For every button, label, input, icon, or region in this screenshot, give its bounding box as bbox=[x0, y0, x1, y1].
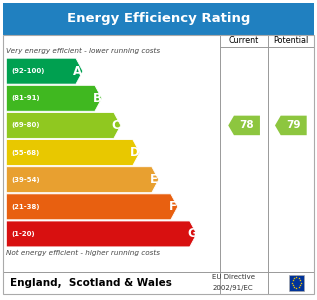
Text: Potential: Potential bbox=[273, 36, 308, 45]
Polygon shape bbox=[6, 112, 121, 138]
Polygon shape bbox=[6, 85, 102, 111]
Text: (92-100): (92-100) bbox=[11, 68, 44, 74]
Polygon shape bbox=[228, 116, 260, 135]
Polygon shape bbox=[6, 221, 197, 247]
Text: (1-20): (1-20) bbox=[11, 231, 35, 237]
Text: (55-68): (55-68) bbox=[11, 150, 39, 155]
Bar bbox=[289, 274, 304, 291]
Text: B: B bbox=[93, 92, 101, 105]
Polygon shape bbox=[6, 58, 83, 84]
Text: EU Directive: EU Directive bbox=[212, 274, 256, 280]
Text: 2002/91/EC: 2002/91/EC bbox=[212, 285, 253, 291]
Polygon shape bbox=[6, 140, 140, 166]
Polygon shape bbox=[275, 116, 307, 135]
Polygon shape bbox=[6, 194, 178, 220]
Bar bbox=[3, 34, 314, 294]
Text: 78: 78 bbox=[240, 120, 254, 130]
Text: (69-80): (69-80) bbox=[11, 122, 40, 128]
Text: G: G bbox=[187, 227, 197, 240]
Text: England,  Scotland & Wales: England, Scotland & Wales bbox=[10, 278, 171, 288]
Text: D: D bbox=[130, 146, 140, 159]
Text: 79: 79 bbox=[287, 120, 301, 130]
Text: Very energy efficient - lower running costs: Very energy efficient - lower running co… bbox=[6, 48, 160, 54]
Text: A: A bbox=[74, 65, 82, 78]
Polygon shape bbox=[6, 167, 159, 193]
Text: Energy Efficiency Rating: Energy Efficiency Rating bbox=[67, 12, 250, 25]
Text: Not energy efficient - higher running costs: Not energy efficient - higher running co… bbox=[6, 250, 160, 256]
Text: F: F bbox=[169, 200, 177, 213]
Text: Current: Current bbox=[229, 36, 259, 45]
Bar bbox=[3, 3, 314, 34]
Text: E: E bbox=[150, 173, 158, 186]
Text: (39-54): (39-54) bbox=[11, 177, 40, 183]
Text: C: C bbox=[112, 119, 120, 132]
Text: (81-91): (81-91) bbox=[11, 95, 40, 101]
Text: (21-38): (21-38) bbox=[11, 204, 40, 210]
